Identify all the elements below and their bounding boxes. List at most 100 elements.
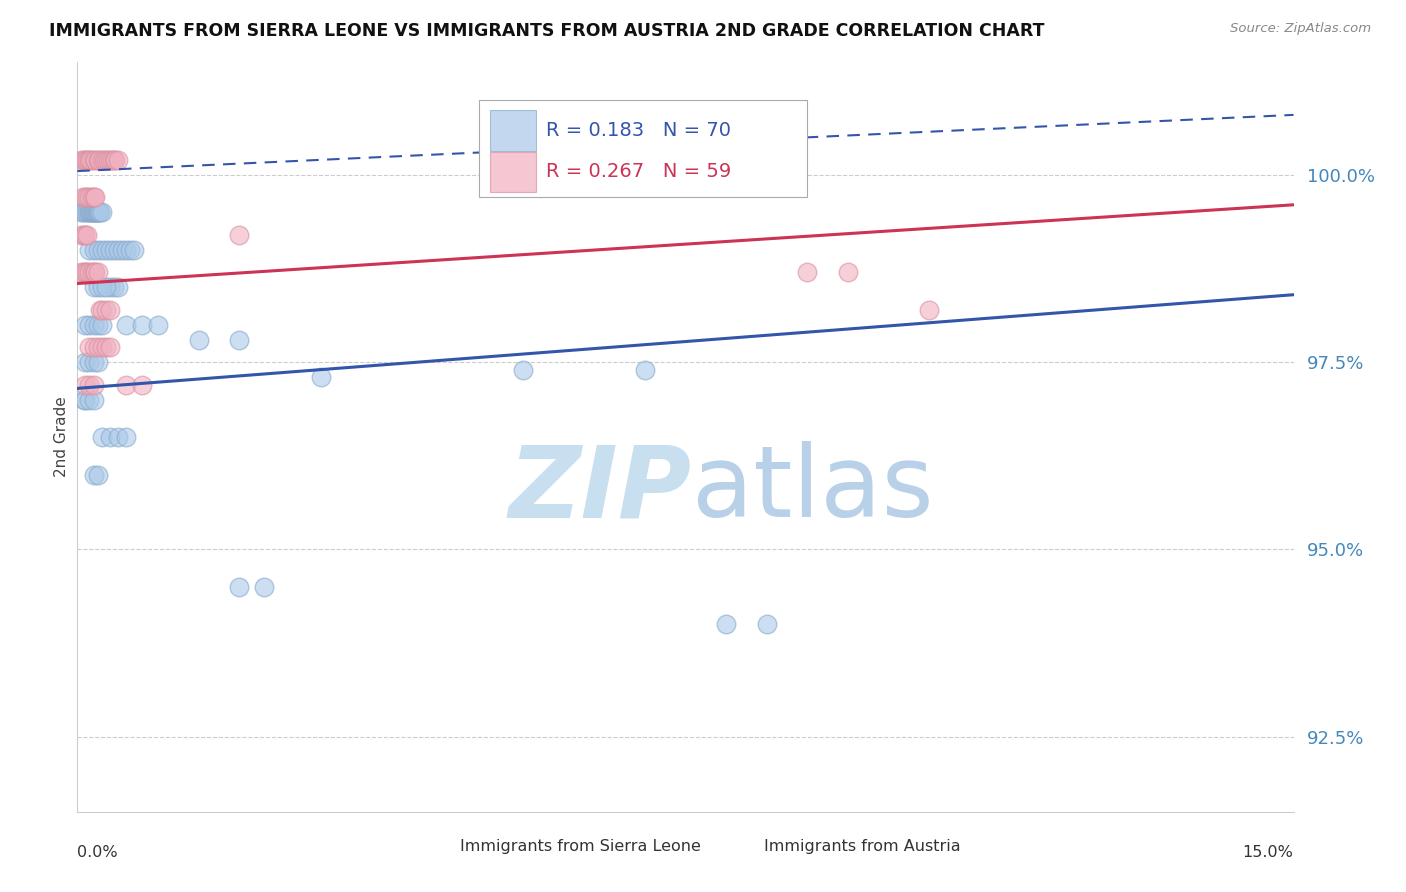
Y-axis label: 2nd Grade: 2nd Grade <box>53 397 69 477</box>
Point <box>107 243 129 257</box>
Point <box>75 227 97 242</box>
Point <box>103 280 125 294</box>
Point <box>83 205 105 219</box>
Point <box>76 153 98 167</box>
Point <box>73 392 96 407</box>
Point <box>93 153 115 167</box>
Text: atlas: atlas <box>692 441 934 538</box>
Point <box>70 265 93 279</box>
Point <box>75 377 97 392</box>
Point <box>90 153 112 167</box>
FancyBboxPatch shape <box>422 833 453 860</box>
Point <box>79 265 101 279</box>
Point <box>84 205 107 219</box>
Point <box>101 153 124 167</box>
Point <box>98 243 121 257</box>
Point <box>107 280 129 294</box>
FancyBboxPatch shape <box>489 152 536 192</box>
Point <box>84 205 107 219</box>
Point <box>188 333 211 347</box>
Point <box>86 318 108 332</box>
Point <box>76 190 98 204</box>
Point <box>83 392 105 407</box>
Point <box>228 580 250 594</box>
Point <box>253 580 276 594</box>
Point <box>86 205 108 219</box>
Text: Source: ZipAtlas.com: Source: ZipAtlas.com <box>1230 22 1371 36</box>
Point <box>228 333 250 347</box>
Point <box>79 153 101 167</box>
Point <box>76 265 98 279</box>
Point <box>73 153 96 167</box>
Point <box>87 205 110 219</box>
Text: R = 0.183   N = 70: R = 0.183 N = 70 <box>546 121 731 140</box>
Point <box>115 318 138 332</box>
Point <box>86 467 108 482</box>
Point <box>98 280 121 294</box>
Point <box>131 377 153 392</box>
Point <box>94 280 117 294</box>
Point <box>83 265 105 279</box>
Point <box>94 153 117 167</box>
Point <box>90 430 112 444</box>
Point <box>89 302 111 317</box>
Text: R = 0.267   N = 59: R = 0.267 N = 59 <box>546 162 731 181</box>
Point <box>107 430 129 444</box>
Point <box>77 153 100 167</box>
Point <box>86 243 108 257</box>
Point <box>84 265 107 279</box>
Point <box>82 205 104 219</box>
Point <box>107 153 129 167</box>
Point <box>75 153 97 167</box>
Point <box>796 265 818 279</box>
Point <box>98 340 121 354</box>
Point <box>72 190 94 204</box>
Text: ZIP: ZIP <box>509 441 692 538</box>
Text: IMMIGRANTS FROM SIERRA LEONE VS IMMIGRANTS FROM AUSTRIA 2ND GRADE CORRELATION CH: IMMIGRANTS FROM SIERRA LEONE VS IMMIGRAN… <box>49 22 1045 40</box>
Point <box>94 243 117 257</box>
Point <box>75 265 97 279</box>
Point <box>90 302 112 317</box>
Point <box>80 265 103 279</box>
Point <box>80 205 103 219</box>
Point <box>98 153 121 167</box>
Point <box>86 280 108 294</box>
Point <box>76 205 98 219</box>
Point <box>79 392 101 407</box>
Point <box>89 153 111 167</box>
Point <box>104 153 127 167</box>
Point <box>98 302 121 317</box>
Point <box>79 243 101 257</box>
Point <box>90 280 112 294</box>
Point <box>86 153 108 167</box>
Point <box>86 265 108 279</box>
Text: 15.0%: 15.0% <box>1243 846 1294 861</box>
Point <box>148 318 170 332</box>
Point <box>94 340 117 354</box>
Point <box>89 205 111 219</box>
Point <box>83 355 105 369</box>
Point <box>90 340 112 354</box>
Point <box>76 227 98 242</box>
Point <box>103 153 125 167</box>
Point <box>837 265 859 279</box>
Point <box>94 302 117 317</box>
Point <box>83 377 105 392</box>
Point <box>634 362 657 376</box>
Point <box>918 302 941 317</box>
Point <box>122 243 145 257</box>
Point <box>83 190 105 204</box>
Text: Immigrants from Sierra Leone: Immigrants from Sierra Leone <box>460 838 702 854</box>
Point <box>83 280 105 294</box>
Point <box>70 153 93 167</box>
Point <box>70 205 93 219</box>
FancyBboxPatch shape <box>478 100 807 197</box>
Point <box>79 205 101 219</box>
Point <box>80 190 103 204</box>
Point <box>73 265 96 279</box>
Point <box>97 153 120 167</box>
Point <box>80 153 103 167</box>
Point <box>309 370 332 384</box>
Point <box>103 243 125 257</box>
Point <box>755 617 778 632</box>
